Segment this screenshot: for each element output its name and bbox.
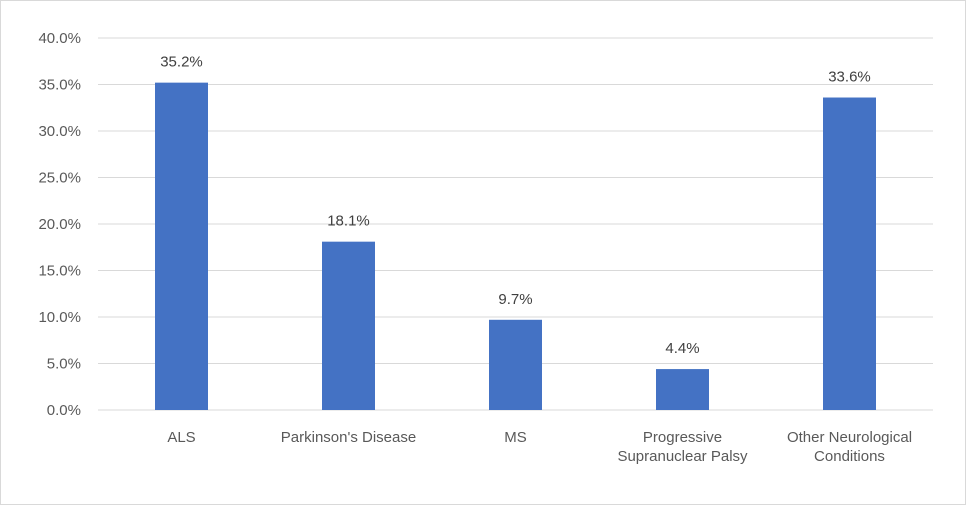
category-label-line: ALS [167, 429, 195, 446]
category-label-line: Supranuclear Palsy [617, 448, 748, 465]
data-label: 4.4% [665, 340, 699, 357]
bar [656, 369, 709, 410]
data-label: 9.7% [498, 291, 532, 308]
category-label-line: Conditions [814, 448, 885, 465]
category-label-line: Progressive [643, 429, 722, 446]
y-tick-label: 15.0% [38, 263, 81, 280]
data-labels: 35.2% 18.1% 9.7% 4.4% 33.6% [160, 54, 871, 357]
y-tick-label: 10.0% [38, 309, 81, 326]
x-axis-categories: ALS Parkinson's Disease MS Progressive Supra… [167, 429, 912, 465]
y-axis-ticks: 0.0% 5.0% 10.0% 15.0% 20.0% 25.0% 30.0% 35.0% 40… [38, 30, 81, 419]
category-label-line: Other Neurological [787, 429, 912, 446]
bars [155, 82, 876, 411]
gridlines [98, 37, 933, 411]
data-label: 18.1% [327, 213, 370, 230]
data-label: 33.6% [828, 69, 871, 86]
category-label-line: MS [504, 429, 527, 446]
category-label: MS [504, 429, 527, 446]
category-label: Other Neurological Conditions [787, 429, 912, 465]
y-tick-label: 35.0% [38, 77, 81, 94]
category-label: Parkinson's Disease [281, 429, 416, 446]
bar [155, 82, 208, 410]
bar [489, 319, 542, 410]
bar [322, 241, 375, 410]
bar [823, 97, 876, 411]
data-label: 35.2% [160, 54, 203, 71]
category-label: Progressive Supranuclear Palsy [617, 429, 748, 465]
y-tick-label: 5.0% [47, 356, 81, 373]
category-label-line: Parkinson's Disease [281, 429, 416, 446]
y-tick-label: 40.0% [38, 30, 81, 47]
category-label: ALS [167, 429, 195, 446]
y-tick-label: 30.0% [38, 123, 81, 140]
y-tick-label: 25.0% [38, 170, 81, 187]
y-tick-label: 0.0% [47, 402, 81, 419]
y-tick-label: 20.0% [38, 216, 81, 233]
